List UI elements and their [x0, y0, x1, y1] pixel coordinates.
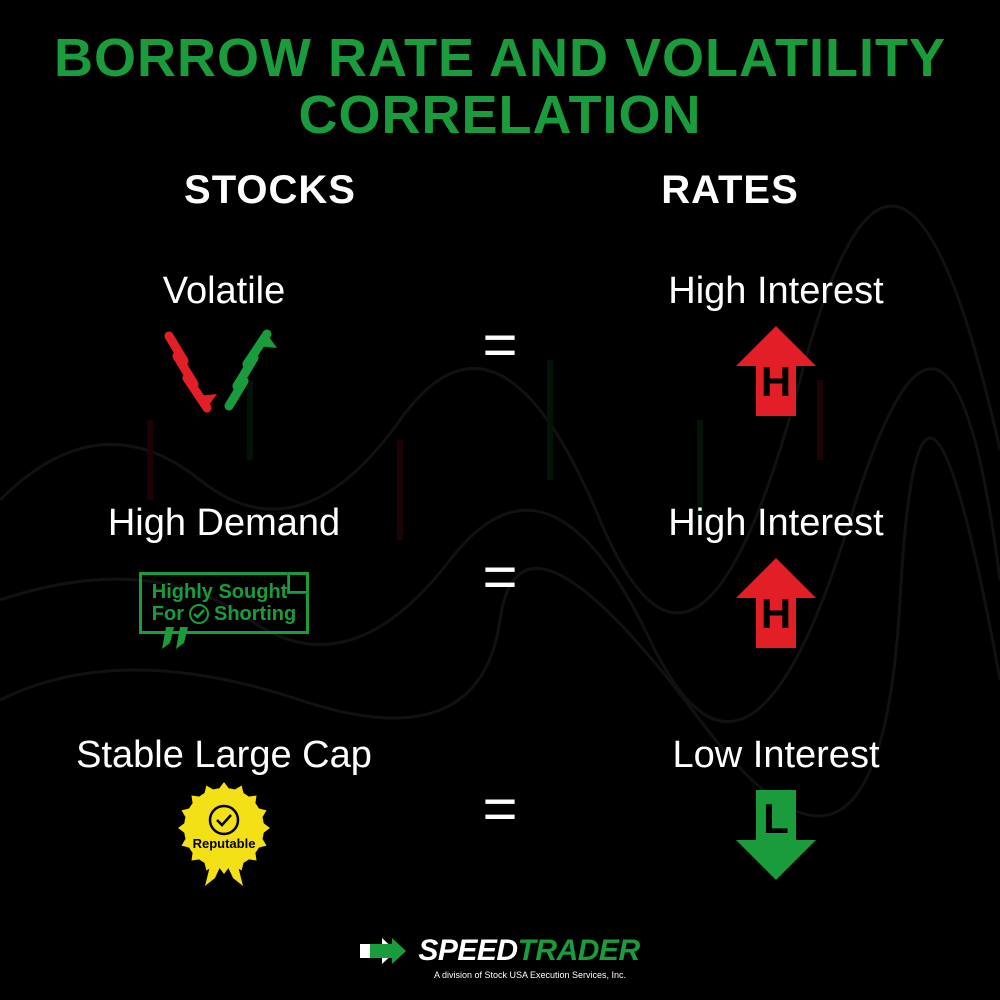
arrow-letter-h1: H [761, 358, 791, 405]
low-interest-cell: Low Interest L [592, 734, 960, 882]
row-high-demand: High Demand Highly Sought For Shorting [40, 502, 960, 650]
high-interest-cell-1: High Interest H [592, 270, 960, 418]
row-stable: Stable Large Cap [40, 734, 960, 882]
high-demand-label: High Demand [108, 502, 340, 545]
volatility-arrows-icon [159, 323, 289, 418]
up-arrow-h-icon-1: H [726, 323, 826, 418]
check-seal-icon [188, 603, 210, 625]
equals-1: = [470, 310, 530, 379]
arrow-letter-h2: H [761, 590, 791, 637]
volatile-cell: Volatile [40, 270, 408, 418]
stocks-header: STOCKS [86, 168, 454, 213]
logo-tagline: A division of Stock USA Execution Servic… [434, 970, 626, 980]
equals-2: = [470, 542, 530, 611]
columns-header: STOCKS RATES [40, 168, 960, 213]
stable-label: Stable Large Cap [76, 734, 372, 777]
reputable-text: Reputable [193, 836, 256, 851]
rates-header: RATES [546, 168, 914, 213]
main-title: BORROW RATE AND VOLATILITY CORRELATION [40, 30, 960, 143]
logo-arrow-icon [360, 938, 410, 964]
stable-cell: Stable Large Cap [40, 734, 408, 882]
badge-line3: Shorting [214, 603, 296, 625]
badge-line2: For [152, 603, 184, 625]
reputable-seal-icon: Reputable [169, 787, 279, 882]
footer-logo: SPEEDTRADER A division of Stock USA Exec… [360, 934, 639, 980]
row-volatile: Volatile = High Interest [40, 270, 960, 418]
badge-line1: Highly Sought [152, 581, 296, 603]
up-arrow-h-icon-2: H [726, 555, 826, 650]
main-content: BORROW RATE AND VOLATILITY CORRELATION S… [0, 0, 1000, 1000]
volatile-label: Volatile [163, 270, 286, 313]
high-demand-cell: High Demand Highly Sought For Shorting [40, 502, 408, 650]
logo-part1: SPEED [418, 934, 517, 967]
down-arrow-l-icon: L [726, 787, 826, 882]
arrow-letter-l: L [763, 795, 789, 842]
demand-badge-icon: Highly Sought For Shorting [139, 555, 309, 650]
low-interest-label: Low Interest [673, 734, 880, 777]
logo-part2: TRADER [518, 934, 640, 967]
high-interest-label-2: High Interest [668, 502, 883, 545]
high-interest-cell-2: High Interest H [592, 502, 960, 650]
high-interest-label-1: High Interest [668, 270, 883, 313]
equals-3: = [470, 774, 530, 843]
logo-text: SPEEDTRADER [418, 934, 639, 968]
ribbon-icon [162, 627, 192, 653]
comparison-rows: Volatile = High Interest [40, 228, 960, 924]
